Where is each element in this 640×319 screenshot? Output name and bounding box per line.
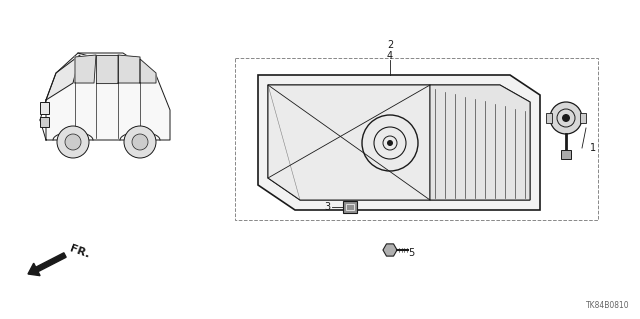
Text: 4: 4	[387, 51, 393, 61]
Text: 5: 5	[408, 248, 414, 258]
Bar	[40, 117, 49, 127]
Polygon shape	[430, 85, 530, 200]
Bar	[561, 150, 571, 159]
Bar	[343, 201, 357, 213]
Text: TK84B0810: TK84B0810	[586, 301, 630, 310]
Polygon shape	[118, 55, 140, 83]
Text: 3: 3	[324, 202, 330, 212]
Bar	[346, 204, 354, 210]
Text: 1: 1	[590, 143, 596, 153]
Polygon shape	[268, 85, 430, 200]
Polygon shape	[140, 59, 156, 83]
Polygon shape	[96, 55, 118, 83]
Polygon shape	[75, 55, 96, 83]
Circle shape	[57, 126, 89, 158]
Circle shape	[124, 126, 156, 158]
Bar	[580, 113, 586, 123]
Bar	[40, 102, 49, 114]
Circle shape	[65, 134, 81, 150]
Text: 2: 2	[387, 40, 393, 50]
Polygon shape	[383, 244, 397, 256]
Circle shape	[132, 134, 148, 150]
Circle shape	[562, 114, 570, 122]
Bar	[546, 113, 552, 123]
Polygon shape	[258, 75, 540, 210]
Circle shape	[387, 140, 393, 146]
Polygon shape	[46, 55, 80, 100]
Polygon shape	[46, 53, 170, 140]
Circle shape	[550, 102, 582, 134]
FancyArrow shape	[28, 253, 66, 276]
Bar	[235, 58, 598, 220]
Text: FR.: FR.	[68, 244, 91, 260]
